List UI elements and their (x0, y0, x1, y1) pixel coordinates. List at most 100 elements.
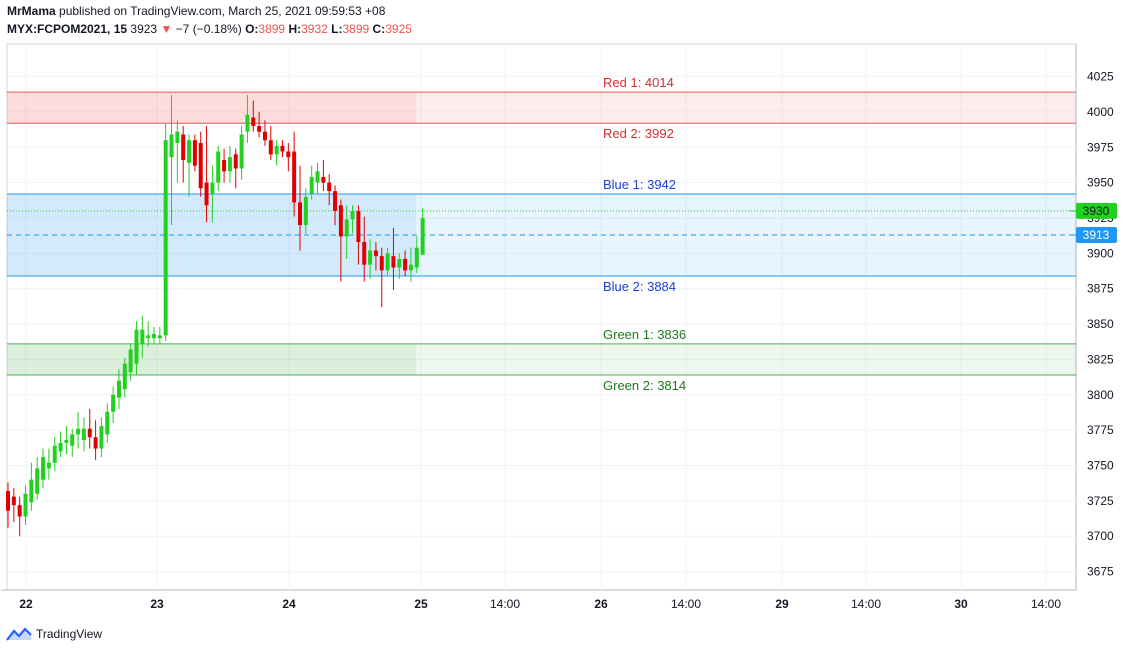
close-label: C: (372, 22, 386, 36)
footer: TradingView (6, 627, 102, 641)
x-tick-label: 14:00 (490, 597, 520, 611)
change-arrow-icon: ▼ (160, 22, 173, 36)
candle-body (420, 217, 425, 255)
candle-body (204, 182, 209, 206)
candle-body (239, 134, 244, 169)
y-tick-label: 3675 (1087, 565, 1114, 579)
candle-body (29, 479, 34, 503)
candle-body (414, 247, 419, 268)
level-label-blue-2: Blue 2: 3884 (603, 279, 676, 294)
candle-body (286, 151, 291, 158)
candle-body (233, 154, 238, 169)
candle-body (292, 151, 297, 203)
candle-body (146, 335, 151, 339)
close-value: 3925 (385, 22, 412, 36)
brand-name[interactable]: TradingView (36, 627, 103, 641)
publish-info: MrMama published on TradingView.com, Mar… (7, 4, 385, 19)
price-change: −7 (−0.18%) (175, 22, 242, 36)
candle-body (6, 490, 10, 511)
y-tick-label: 4000 (1087, 105, 1114, 119)
high-label: H: (288, 22, 302, 36)
candle-body (163, 140, 168, 336)
candle-body (379, 256, 384, 271)
green-zone-extended (416, 343, 1076, 375)
candle-body (251, 117, 256, 127)
candle-body (23, 493, 28, 517)
low-label: L: (331, 22, 343, 36)
last-price-tag: 3930 (1083, 204, 1110, 218)
candle-body (58, 442, 63, 452)
author-name[interactable]: MrMama (7, 4, 56, 18)
level-label-green-2: Green 2: 3814 (603, 378, 686, 393)
x-tick-label: 14:00 (671, 597, 701, 611)
candle-body (257, 126, 262, 132)
level-label-blue-1: Blue 1: 3942 (603, 177, 676, 192)
x-tick-label: 26 (594, 597, 608, 611)
candle-body (227, 157, 232, 172)
candle-body (216, 151, 221, 183)
candle-body (17, 505, 22, 517)
y-tick-label: 3900 (1087, 246, 1114, 260)
x-tick-label: 23 (150, 597, 164, 611)
dashed-price-tag: 3913 (1083, 228, 1110, 242)
candle-body (152, 333, 156, 339)
candle-body (356, 210, 361, 243)
x-tick-label: 30 (954, 597, 968, 611)
y-tick-label: 3700 (1087, 529, 1114, 543)
candle-body (268, 140, 273, 155)
candle-body (408, 264, 413, 271)
candle-body (157, 335, 162, 339)
candle-body (35, 468, 40, 494)
candle-body (274, 145, 279, 155)
candle-body (303, 196, 308, 226)
candle-body (169, 134, 174, 158)
x-tick-label: 22 (19, 597, 33, 611)
candle-body (362, 242, 367, 265)
candle-body (140, 329, 145, 344)
candle-body (64, 440, 69, 443)
candle-body (122, 363, 127, 390)
x-tick-label: 29 (775, 597, 789, 611)
open-value: 3899 (258, 22, 286, 36)
y-tick-label: 3975 (1087, 140, 1114, 154)
candle-body (192, 140, 197, 166)
y-tick-label: 3850 (1087, 317, 1114, 331)
level-label-red-2: Red 2: 3992 (603, 126, 674, 141)
candle-body (111, 394, 116, 412)
candle-body (11, 496, 16, 506)
candle-body (338, 205, 343, 237)
candle-body (116, 380, 121, 398)
candle-body (373, 250, 378, 257)
candle-body (327, 182, 332, 192)
candle-body (181, 134, 186, 160)
y-tick-label: 3875 (1087, 282, 1114, 296)
x-tick-label: 14:00 (1031, 597, 1061, 611)
candle-body (175, 131, 180, 144)
candle-body (397, 259, 402, 268)
y-tick-label: 3775 (1087, 423, 1114, 437)
y-tick-label: 3825 (1087, 352, 1114, 366)
red-zone-extended (416, 92, 1076, 124)
candle-body (222, 159, 227, 172)
candle-body (350, 210, 355, 220)
candle-body (81, 428, 86, 441)
last-price-tag-bg (1076, 202, 1117, 219)
tradingview-logo-icon[interactable] (6, 627, 32, 641)
level-label-red-1: Red 1: 4014 (603, 75, 674, 90)
candle-body (321, 176, 326, 183)
candle-body (198, 143, 203, 189)
candle-body (46, 462, 51, 469)
candle-body (368, 250, 373, 265)
candle-body (245, 114, 250, 132)
high-value: 3932 (301, 22, 328, 36)
y-tick-label: 3725 (1087, 494, 1114, 508)
candle-body (99, 425, 104, 449)
candle-body (333, 191, 338, 211)
candle-body (52, 445, 57, 463)
publish-text: published on TradingView.com, March 25, … (59, 4, 386, 18)
candle-body (315, 171, 320, 183)
candle-body (187, 140, 192, 163)
candle-body (280, 145, 285, 152)
candle-body (41, 457, 46, 480)
